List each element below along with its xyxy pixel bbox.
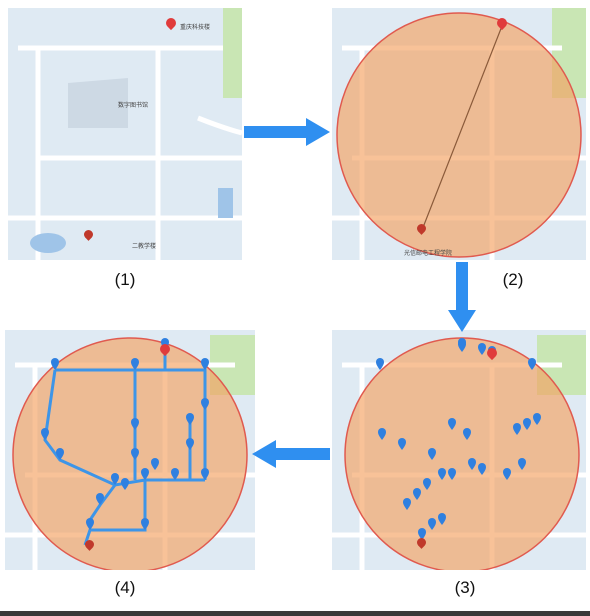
poi-marker-icon	[378, 428, 386, 440]
poi-marker-icon	[131, 448, 139, 460]
poi-marker-icon	[458, 338, 466, 350]
distance-line	[421, 25, 503, 231]
poi-marker-icon	[186, 438, 194, 450]
poi-marker-icon	[111, 473, 119, 485]
poi-marker-icon	[523, 418, 531, 430]
panel-2-caption: (2)	[502, 270, 524, 289]
poi-marker-icon	[528, 358, 536, 370]
bottom-border	[0, 611, 590, 616]
poi-marker-icon	[41, 428, 49, 440]
poi-marker-icon	[141, 518, 149, 530]
poi-marker-icon	[398, 438, 406, 450]
poi-marker-icon	[131, 358, 139, 370]
poi-marker-icon	[121, 478, 129, 490]
panel-4-caption: (4)	[114, 578, 136, 597]
poi-marker-icon	[503, 468, 511, 480]
destination-label: 重庆科技楼	[180, 25, 211, 31]
bottom-label: 光信邮电工程学院	[404, 251, 453, 257]
arrow-right	[244, 118, 330, 146]
poi-marker-icon	[141, 468, 149, 480]
poi-marker-icon	[201, 398, 209, 410]
poi-markers	[41, 338, 209, 530]
poi-marker-icon	[478, 343, 486, 355]
poi-marker-icon	[151, 458, 159, 470]
poi-marker-icon	[478, 463, 486, 475]
map-panel-4	[5, 330, 255, 570]
search-radius-circle	[344, 337, 580, 570]
map-background	[8, 8, 242, 260]
map-background	[332, 8, 586, 260]
map-background	[332, 330, 586, 570]
poi-marker-icon	[186, 413, 194, 425]
poi-marker-icon	[376, 358, 384, 370]
school-label: 二教学楼	[132, 244, 157, 250]
map-panel-2: 光信邮电工程学院	[332, 8, 586, 260]
poi-marker-icon	[171, 468, 179, 480]
map-background	[5, 330, 255, 570]
poi-marker-icon	[96, 493, 104, 505]
arrow-down	[448, 262, 476, 332]
poi-marker-icon	[51, 358, 59, 370]
poi-marker-icon	[533, 413, 541, 425]
poi-marker-icon	[438, 513, 446, 525]
poi-marker-icon	[86, 518, 94, 530]
poi-marker-icon	[56, 448, 64, 460]
panel-3-caption: (3)	[454, 578, 476, 597]
poi-marker-icon	[468, 458, 476, 470]
panel-1-caption: (1)	[114, 270, 136, 289]
poi-marker-icon	[518, 458, 526, 470]
poi-marker-icon	[448, 418, 456, 430]
arrow-left	[252, 440, 330, 468]
poi-marker-icon	[403, 498, 411, 510]
poi-marker-icon	[423, 478, 431, 490]
map-panel-1: 重庆科技楼 数字图书馆 二教学楼	[8, 8, 242, 260]
poi-marker-icon	[448, 468, 456, 480]
poi-marker-icon	[463, 428, 471, 440]
building-label: 数字图书馆	[118, 103, 149, 109]
poi-marker-icon	[131, 418, 139, 430]
search-radius-circle	[12, 337, 248, 570]
map-panel-3	[332, 330, 586, 570]
poi-marker-icon	[428, 518, 436, 530]
poi-marker-icon	[438, 468, 446, 480]
poi-marker-icon	[428, 448, 436, 460]
poi-marker-icon	[513, 423, 521, 435]
poi-marker-icon	[201, 468, 209, 480]
poi-marker-icon	[201, 358, 209, 370]
poi-marker-icon	[413, 488, 421, 500]
